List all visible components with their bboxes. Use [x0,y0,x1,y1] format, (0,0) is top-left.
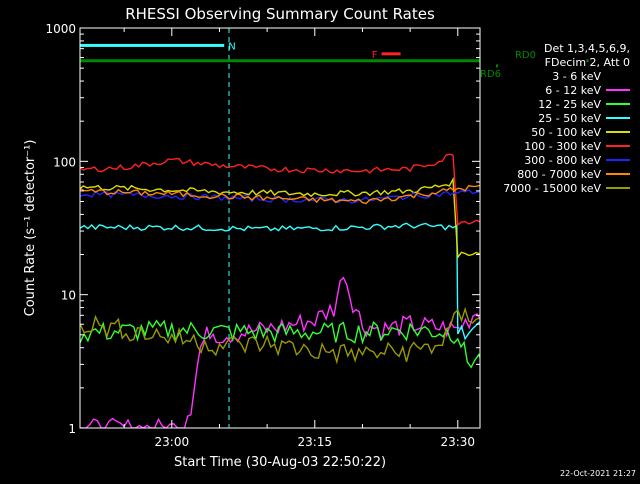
legend-entry-label: 25 - 50 keV [538,112,601,125]
legend-entry-label: 50 - 100 keV [531,126,601,139]
state-bar [586,59,589,63]
x-tick-label: 23:00 [155,435,190,449]
chart-title: RHESSI Observing Summary Count Rates [125,5,435,23]
state-bar [80,43,225,47]
y-tick-label: 1000 [45,22,76,36]
legend-header: Det 1,3,4,5,6,9, [544,42,630,55]
series-line [80,188,480,204]
x-axis-label: Start Time (30-Aug-03 22:50:22) [174,455,386,470]
state-bar [495,64,498,68]
series-line [80,176,480,260]
legend-entry-label: 300 - 800 keV [524,154,601,167]
y-tick-label: 100 [53,155,76,169]
legend-entry-label: 3 - 6 keV [552,70,601,83]
state-bar [381,52,401,56]
generation-timestamp: 22-Oct-2021 21:27 [560,469,636,478]
legend-entry-label: 100 - 300 keV [524,140,601,153]
legend-entry-label: 7000 - 15000 keV [503,182,601,195]
legend-header: FDecim 2, Att 0 [545,56,630,69]
state-bar-label: F [372,50,378,61]
x-tick-label: 23:15 [297,435,332,449]
legend-entry-label: 12 - 25 keV [538,98,601,111]
x-tick-label: 23:30 [440,435,475,449]
state-bar-label: N [228,41,235,52]
series-line [80,276,480,428]
state-bar-label: RD6 [480,69,501,80]
legend-entry-label: 800 - 7000 keV [517,168,601,181]
series-line [80,306,480,365]
series-line [80,184,480,205]
state-bar [80,59,480,63]
series-line [80,319,480,369]
y-tick-label: 1 [68,422,76,436]
y-axis-label: Count Rate (s⁻¹ detector⁻¹) [23,140,38,317]
y-tick-label: 10 [61,289,76,303]
plot-frame [79,27,481,429]
series-line [80,153,480,227]
series-line [80,222,480,341]
legend-entry-label: 6 - 12 keV [545,84,601,97]
state-bar-label: RD0 [515,50,536,61]
